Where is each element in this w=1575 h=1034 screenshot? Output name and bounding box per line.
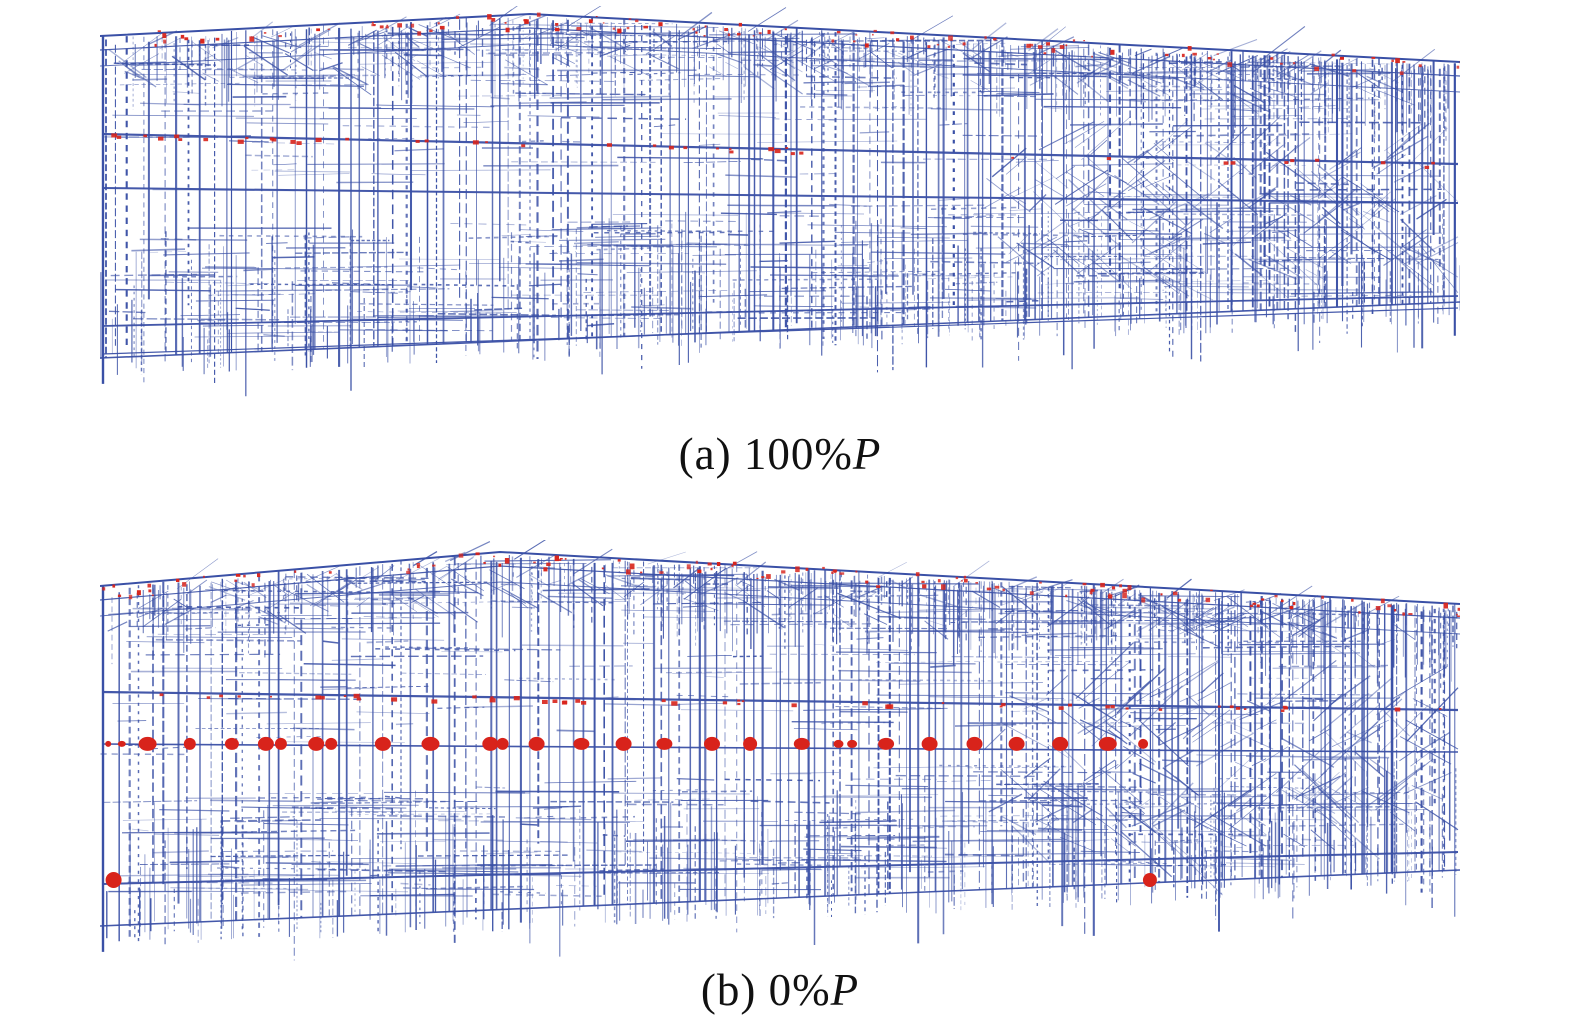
wireframe-model-a [100,6,1460,397]
caption-b-text: (b) 0% [700,965,831,1015]
caption-b: (b) 0%P [100,964,1460,1016]
caption-a-symbol: P [852,429,882,479]
wireframe-model-b [100,540,1460,961]
caption-a: (a) 100%P [100,428,1460,480]
caption-a-text: (a) 100% [678,429,853,479]
caption-b-symbol: P [830,965,860,1015]
